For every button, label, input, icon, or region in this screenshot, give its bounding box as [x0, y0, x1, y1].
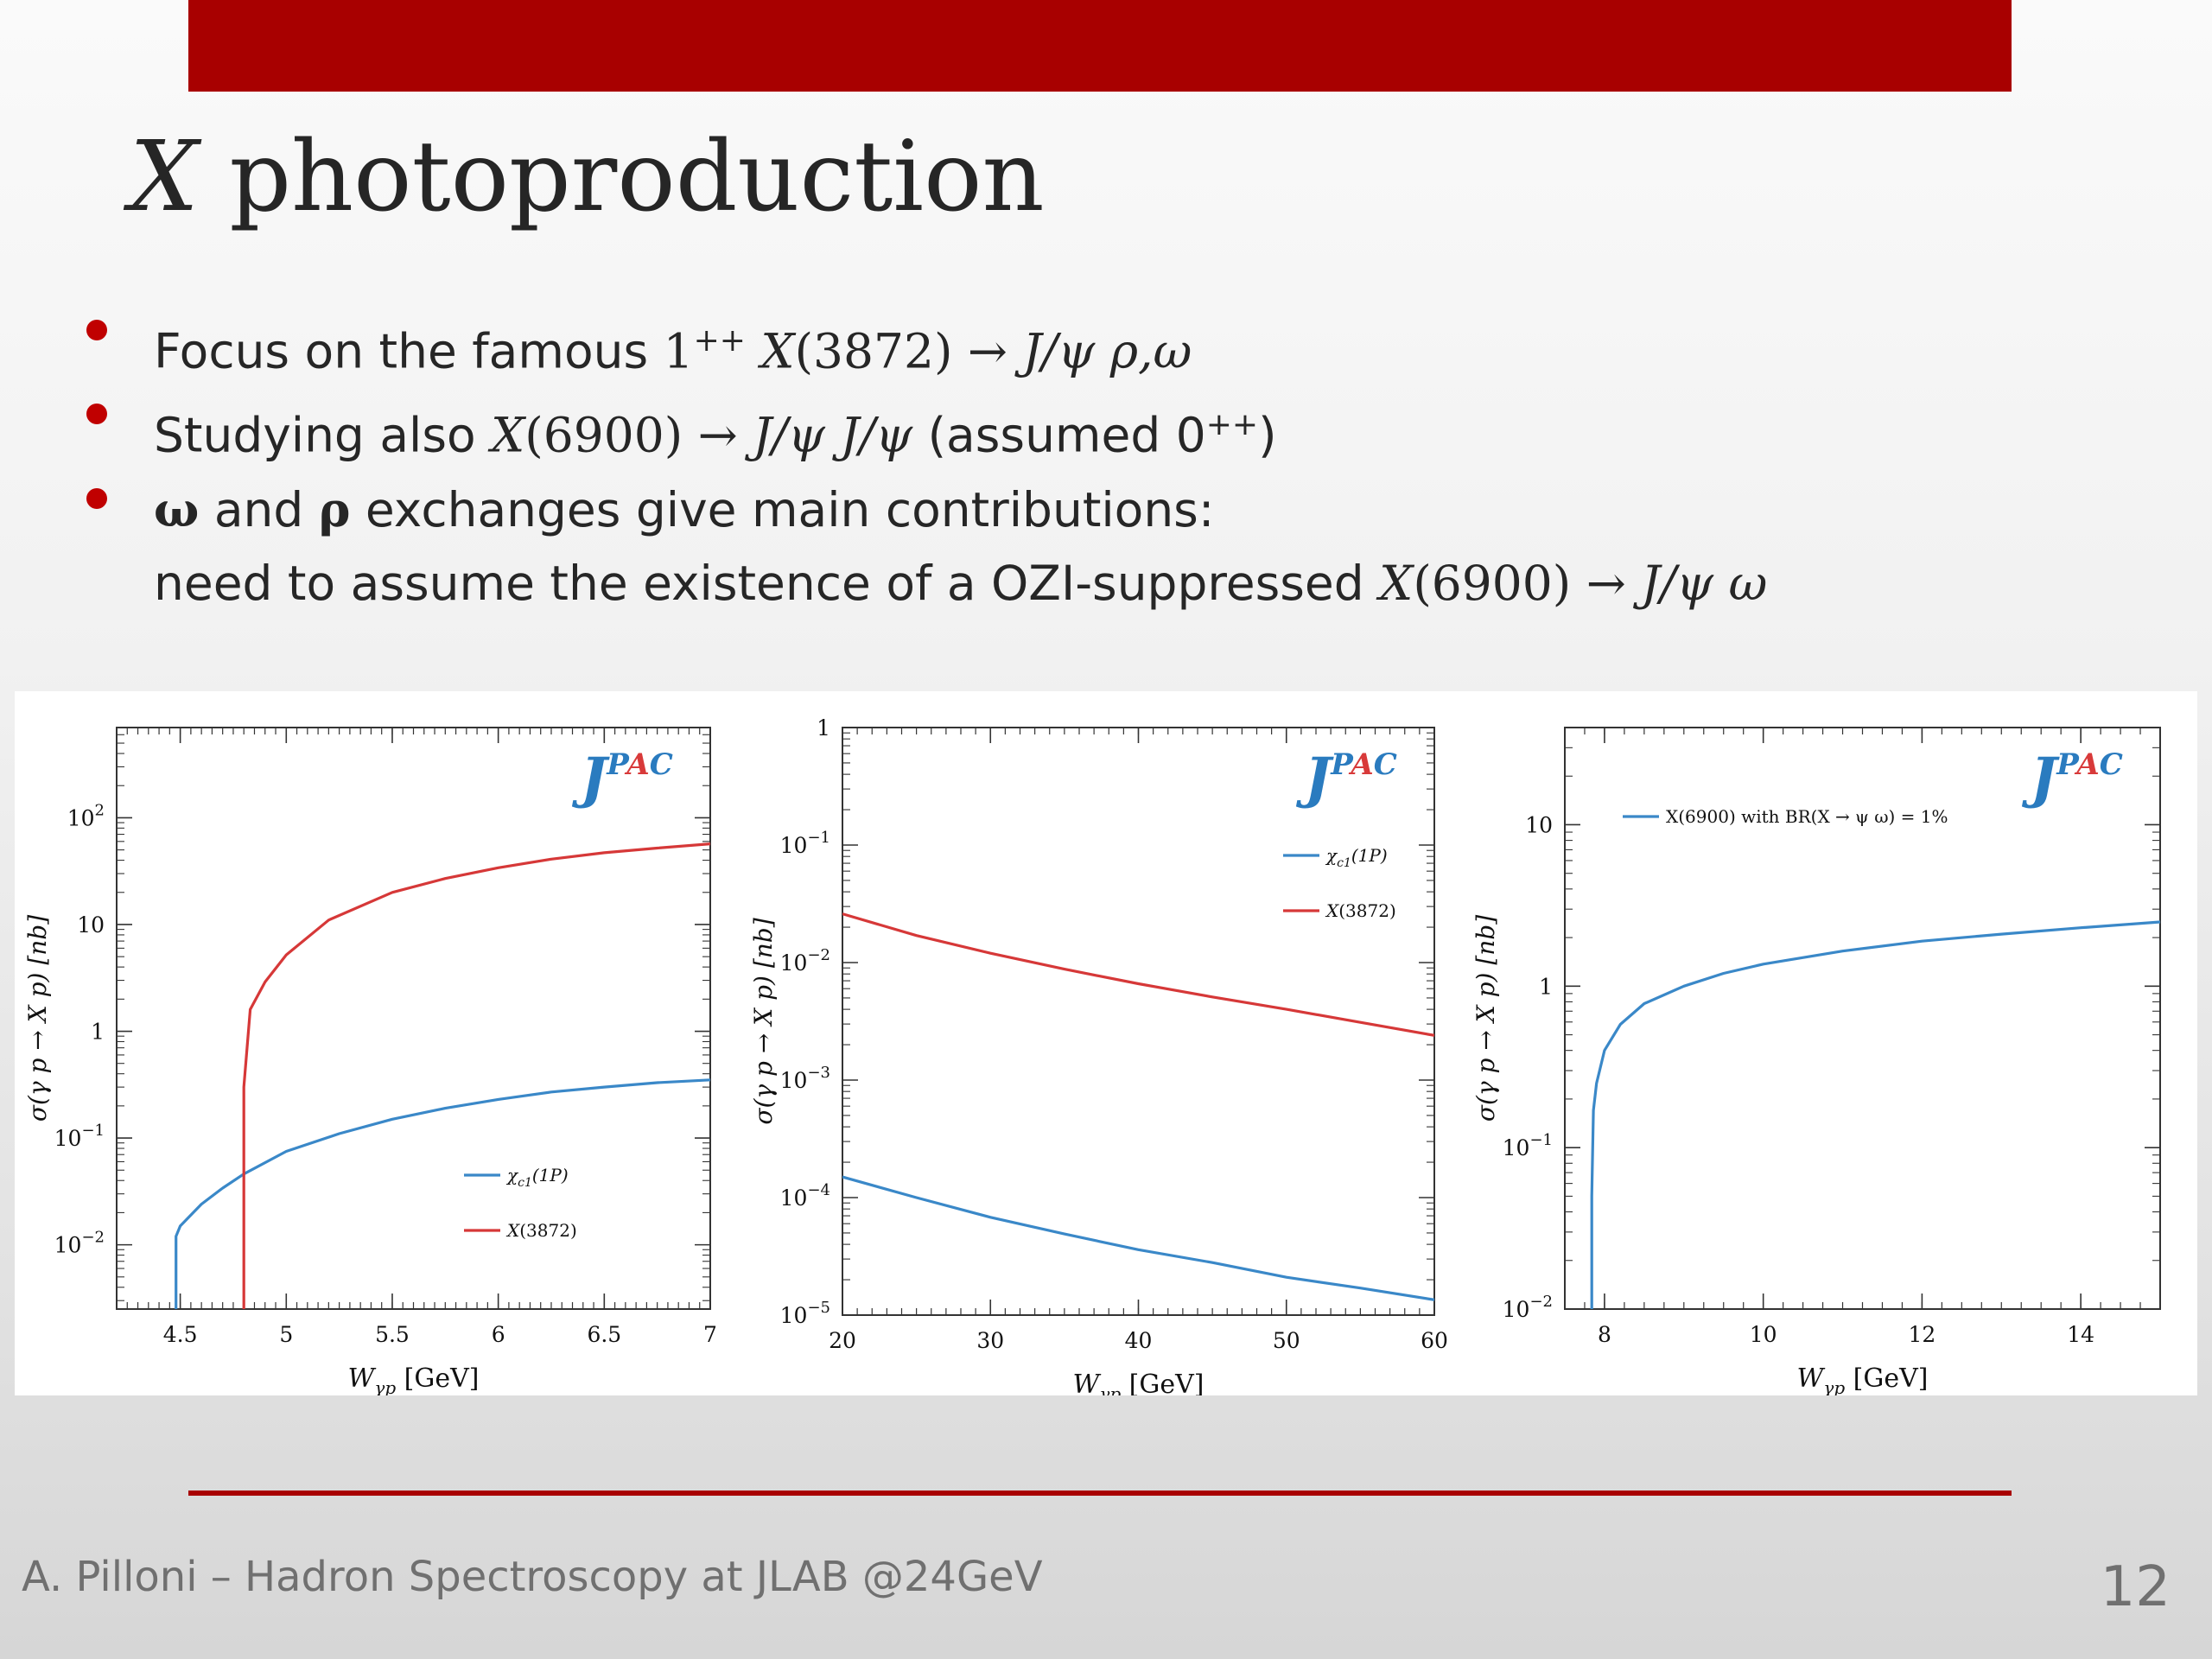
bottom-accent-line — [188, 1491, 2012, 1496]
y-tick-label: 10−2 — [54, 1229, 105, 1258]
footer-author: A. Pilloni – Hadron Spectroscopy at JLAB… — [22, 1553, 1043, 1601]
x-tick-label: 30 — [976, 1328, 1004, 1353]
chart-panel-2: 20 30 40 50 60 10−5 10−4 10−3 10−2 10−1 1 Wγp [GeV]… — [739, 691, 1463, 1395]
y-tick-label: 10−1 — [1503, 1131, 1553, 1160]
y-tick-label: 10 — [1525, 812, 1553, 837]
jpac-logo: JPAC — [1295, 746, 1397, 810]
plot-frame — [116, 727, 711, 1310]
x-axis-label: Wγp [GeV] — [1797, 1363, 1929, 1395]
bullet-dot-icon — [86, 320, 107, 340]
chart-panel-3: 8 10 12 14 10−2 10−1 1 10 Wγp [GeV] σ(γ p → X p) … — [1463, 691, 2197, 1395]
bullet-item: ω and ρ exchanges give main contribution… — [86, 473, 2074, 620]
x-tick-label: 50 — [1273, 1328, 1300, 1353]
x-tick-label: 14 — [2067, 1322, 2094, 1347]
page-number: 12 — [2100, 1555, 2171, 1619]
series-line-1 — [242, 842, 710, 1309]
x-tick-label: 5 — [279, 1322, 293, 1347]
x-tick-label: 6 — [492, 1322, 505, 1347]
jpac-logo: JPAC — [2021, 746, 2123, 810]
cross-section-chart-x3872-low-energy: 4.5 5 5.5 6 6.5 7 10−2 10−1 1 10 102 Wγp [GeV] σ(γ p… — [23, 727, 717, 1395]
y-tick-label: 10−2 — [1503, 1293, 1553, 1322]
legend-entry: X(3872) — [505, 1220, 577, 1241]
bullet-item: Focus on the famous 1++ X(3872) → J/ψ ρ,… — [86, 304, 2074, 388]
y-tick-label: 10−5 — [780, 1299, 830, 1328]
bullet-dot-icon — [86, 487, 107, 509]
y-tick-label: 10−1 — [780, 829, 830, 858]
x-axis-label: Wγp [GeV] — [1073, 1370, 1205, 1395]
x-axis-label: Wγp [GeV] — [348, 1363, 480, 1395]
top-accent-bar — [188, 0, 2012, 92]
bullet-continuation: need to assume the existence of a OZI-su… — [154, 555, 1768, 611]
x-tick-label: 6.5 — [587, 1322, 621, 1347]
cross-section-chart-x6900: 8 10 12 14 10−2 10−1 1 10 Wγp [GeV] σ(γ p → X p) … — [1471, 727, 2161, 1395]
x-tick-label: 12 — [1908, 1322, 1936, 1347]
y-tick-label: 10 — [77, 912, 105, 938]
x-tick-label: 4.5 — [163, 1322, 198, 1347]
cross-section-chart-x3872-high-energy: 20 30 40 50 60 10−5 10−4 10−3 10−2 10−1 1 Wγp [GeV]… — [749, 715, 1448, 1395]
x-tick-label: 60 — [1421, 1328, 1448, 1353]
y-axis-label: σ(γ p → X p) [nb] — [1471, 915, 1500, 1122]
series-line-0 — [842, 1175, 1434, 1301]
x-tick-label: 10 — [1750, 1322, 1777, 1347]
y-tick-label: 1 — [817, 715, 830, 741]
legend-entry: χc1(1P) — [505, 1165, 569, 1190]
y-tick-label: 10−2 — [780, 946, 830, 976]
legend-entry: χc1(1P) — [1325, 845, 1388, 870]
series-line-1 — [842, 912, 1434, 1037]
series-line-0 — [1590, 920, 2160, 1309]
bullet-dot-icon — [86, 404, 107, 425]
x-tick-label: 8 — [1598, 1322, 1611, 1347]
y-tick-label: 102 — [67, 801, 105, 830]
y-axis-label: σ(γ p → X p) [nb] — [23, 915, 52, 1122]
y-tick-label: 10−1 — [54, 1122, 105, 1151]
y-tick-label: 1 — [91, 1020, 105, 1045]
series-line-0 — [175, 1078, 710, 1309]
legend-entry: X(3872) — [1325, 900, 1396, 921]
chart-panel-1: 4.5 5 5.5 6 6.5 7 10−2 10−1 1 10 102 Wγp [GeV] σ(γ p… — [15, 691, 739, 1395]
x-tick-label: 20 — [829, 1328, 856, 1353]
slide-title: X photoproduction — [130, 121, 1045, 233]
y-tick-label: 10−4 — [780, 1181, 830, 1211]
bullet-list: Focus on the famous 1++ X(3872) → J/ψ ρ,… — [86, 304, 2074, 620]
x-tick-label: 7 — [703, 1322, 717, 1347]
x-tick-label: 5.5 — [375, 1322, 410, 1347]
jpac-logo: JPAC — [571, 746, 673, 810]
y-tick-label: 1 — [1539, 974, 1553, 999]
legend-entry: X(6900) with BR(X → ψ ω) = 1% — [1666, 806, 1948, 827]
y-tick-label: 10−3 — [780, 1064, 830, 1093]
y-axis-label: σ(γ p → X p) [nb] — [749, 918, 778, 1124]
bullet-item: Studying also X(6900) → J/ψ J/ψ (assumed… — [86, 388, 2074, 472]
x-tick-label: 40 — [1125, 1328, 1153, 1353]
plot-frame — [842, 727, 1435, 1316]
